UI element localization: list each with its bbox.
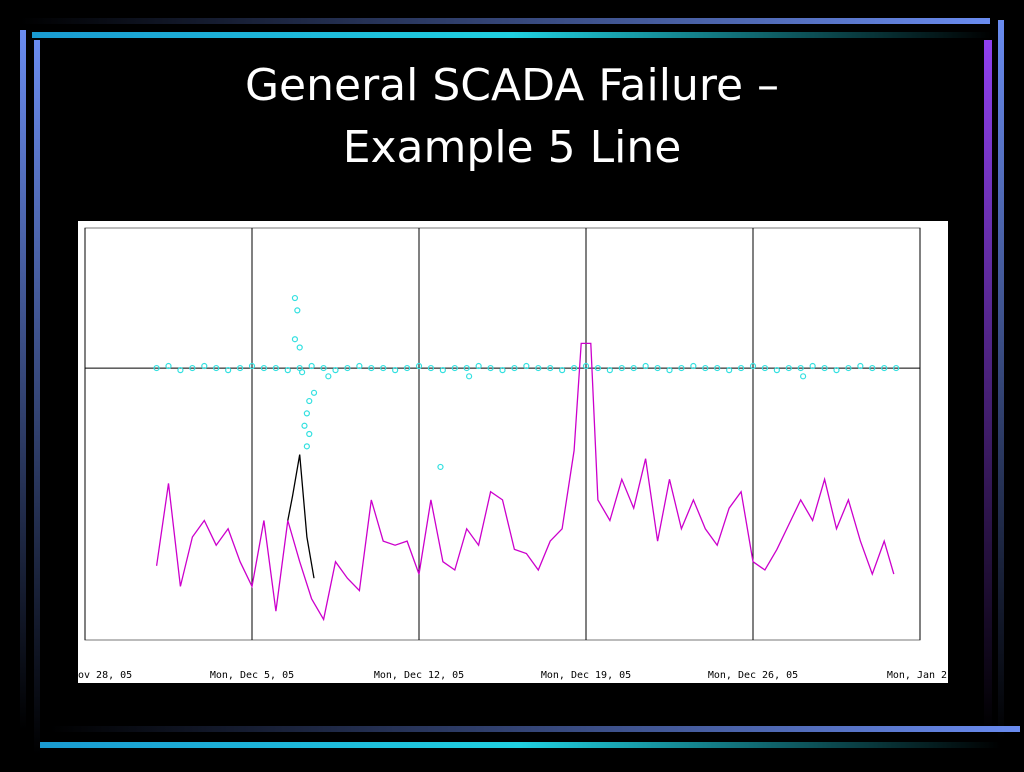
data-point <box>702 364 709 372</box>
data-point <box>654 364 661 372</box>
data-line <box>287 454 315 579</box>
data-point <box>499 367 506 374</box>
data-point <box>833 367 840 374</box>
data-point <box>291 294 299 302</box>
x-tick-label: Mon, Dec 5, 05 <box>210 670 294 681</box>
data-point <box>618 364 625 372</box>
data-point <box>225 367 232 374</box>
data-point <box>415 362 423 370</box>
data-point <box>403 364 411 372</box>
data-point <box>272 364 279 372</box>
data-point <box>594 364 602 372</box>
data-point <box>332 367 339 374</box>
data-point <box>475 362 482 370</box>
data-point <box>857 362 864 370</box>
data-line <box>155 342 895 622</box>
data-point <box>570 364 578 372</box>
data-point <box>773 367 780 374</box>
data-point <box>306 430 313 438</box>
data-point <box>630 364 637 372</box>
data-point <box>893 364 900 372</box>
data-point <box>356 362 363 370</box>
data-point <box>523 362 530 370</box>
x-tick-label: Mon, Jan 2, <box>887 670 953 681</box>
data-point <box>213 364 220 372</box>
x-tick-label: ov 28, 05 <box>78 670 132 681</box>
data-point <box>451 364 458 372</box>
data-point <box>466 373 473 380</box>
data-point <box>666 367 673 374</box>
data-point <box>299 369 306 376</box>
data-point <box>535 364 542 372</box>
data-point <box>487 364 494 372</box>
data-point <box>437 463 444 471</box>
data-point <box>463 364 470 372</box>
data-point <box>582 362 590 370</box>
title-line: Example 5 Line <box>343 122 682 173</box>
data-point <box>380 364 387 372</box>
data-point <box>511 364 518 372</box>
data-point <box>845 364 852 372</box>
data-point <box>427 364 435 372</box>
data-point <box>153 364 160 372</box>
data-point <box>547 364 554 372</box>
data-point <box>201 362 208 370</box>
data-point <box>881 364 888 372</box>
data-point <box>284 367 291 374</box>
x-tick-label: Mon, Dec 12, 05 <box>374 670 464 681</box>
data-point <box>678 364 685 372</box>
data-point <box>368 364 375 372</box>
data-point <box>606 367 613 374</box>
data-point <box>177 367 184 374</box>
data-point <box>303 443 310 450</box>
slide-decoration <box>20 18 1020 755</box>
data-point <box>260 364 268 372</box>
data-point <box>749 362 757 370</box>
data-point <box>797 364 804 372</box>
data-point <box>296 344 303 351</box>
data-point <box>869 364 876 372</box>
data-point <box>392 367 399 374</box>
data-point <box>559 367 566 374</box>
data-point <box>308 362 315 370</box>
x-tick-label: Mon, Dec 26, 05 <box>708 670 798 681</box>
data-point <box>714 364 721 372</box>
data-point <box>726 367 733 374</box>
chart-background <box>78 221 948 683</box>
data-point <box>799 373 807 380</box>
data-point <box>303 410 310 417</box>
data-point <box>325 373 332 380</box>
data-point <box>690 362 697 370</box>
x-tick-label: Mon, Dec 19, 05 <box>541 670 631 681</box>
data-point <box>320 364 327 372</box>
data-point <box>821 364 828 372</box>
data-point <box>165 362 172 370</box>
data-point <box>248 362 256 370</box>
data-point <box>439 367 446 374</box>
data-point <box>761 364 769 372</box>
title-line: General SCADA Failure – <box>245 60 779 111</box>
data-point <box>294 307 301 314</box>
data-point <box>809 362 816 370</box>
data-point <box>306 397 313 405</box>
data-point <box>301 422 308 429</box>
data-point <box>310 389 318 396</box>
data-point <box>189 364 196 372</box>
data-point <box>291 336 299 343</box>
data-point <box>785 364 792 372</box>
data-point <box>642 362 649 370</box>
data-point <box>344 364 351 372</box>
data-point <box>737 364 745 372</box>
data-point <box>236 364 244 372</box>
